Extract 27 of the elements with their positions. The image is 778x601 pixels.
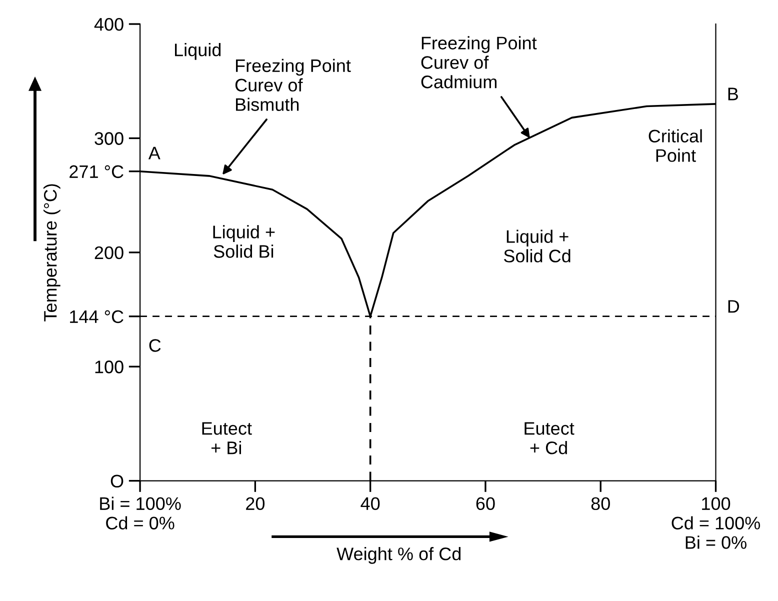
y-tick-label: 100	[95, 360, 124, 374]
x-tick-label: 80	[591, 497, 610, 510]
y-tick-label: 300	[94, 132, 124, 145]
annotation: Liquid + Solid Bi	[213, 225, 275, 258]
annotation: C	[149, 339, 161, 352]
y-tick-label: 144 °C	[70, 310, 124, 324]
y-tick-label: O	[110, 474, 124, 488]
y-tick-label: 200	[94, 246, 124, 260]
x-tick-label: 40	[360, 497, 380, 510]
annotation: Critical Point	[648, 129, 702, 162]
annotation: A	[148, 146, 160, 160]
annotation: B	[728, 88, 738, 100]
annotation: Eutect + Cd	[524, 422, 574, 454]
y-tick-label: 271 °C	[70, 165, 124, 178]
annotation: D	[728, 300, 740, 313]
x-axis-title: Weight % of Cd	[336, 547, 461, 564]
x-tick-label: Bi = 100% Cd = 0%	[100, 496, 181, 530]
y-tick-label: 400	[94, 18, 124, 31]
annotation: Liquid	[175, 43, 221, 60]
y-axis-title: Temperature (°C)	[44, 184, 60, 322]
annotation: Eutect + Bi	[202, 422, 252, 454]
x-tick-label: 60	[476, 497, 495, 510]
annotation: Liquid + Solid Cd	[504, 230, 570, 262]
annotation: Freezing Point Curev of Cadmium	[421, 36, 537, 88]
annotation: Freezing Point Curev of Bismuth	[235, 58, 351, 111]
x-tick-label: 100 Cd = 100% Bi = 0%	[672, 497, 760, 549]
x-tick-label: 20	[246, 497, 265, 510]
